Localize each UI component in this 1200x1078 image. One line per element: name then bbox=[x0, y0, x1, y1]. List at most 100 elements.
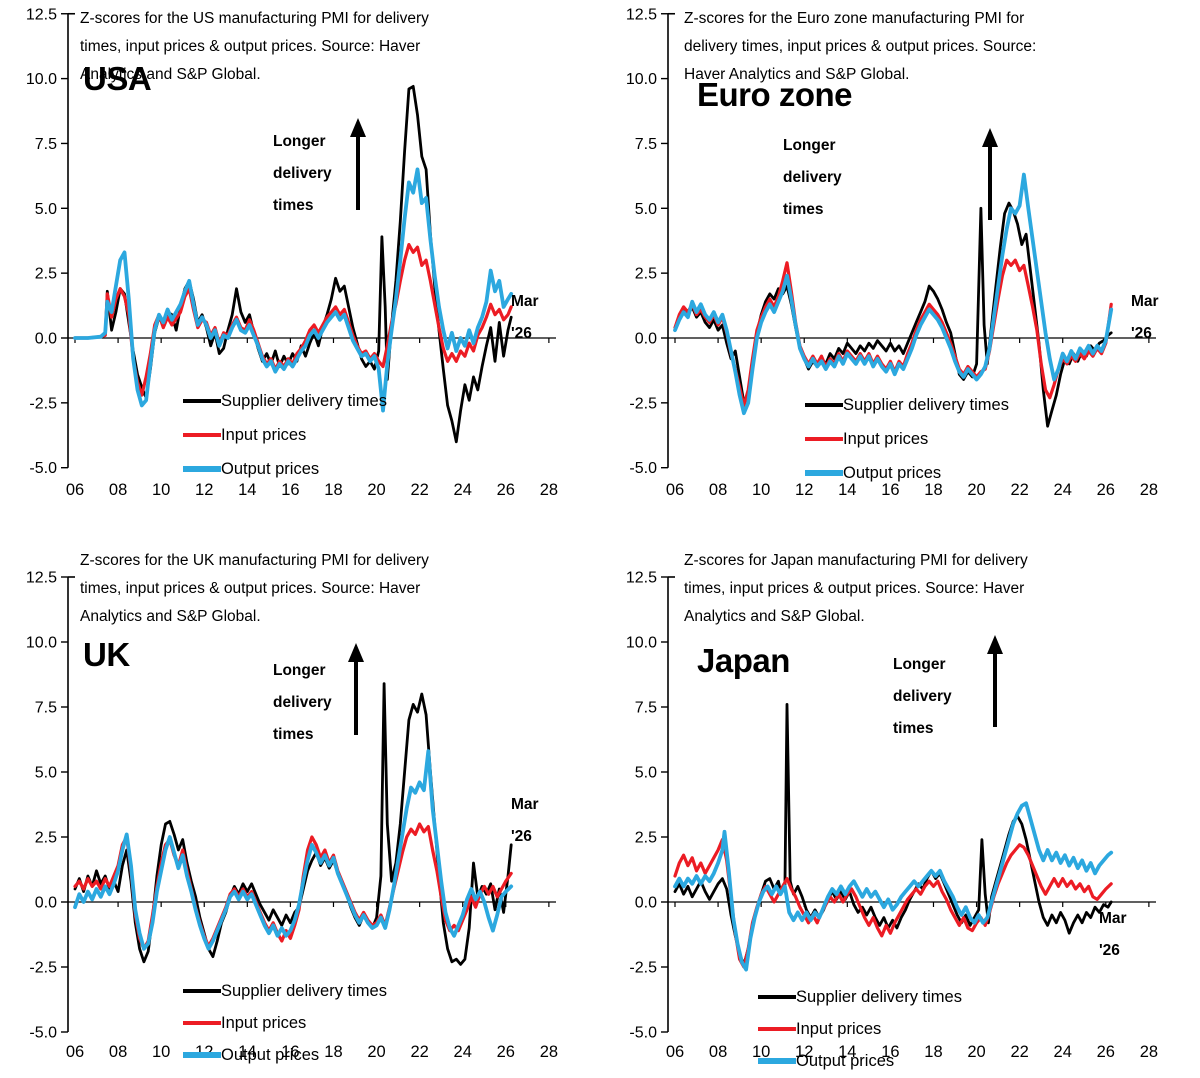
svg-text:14: 14 bbox=[838, 481, 856, 499]
svg-text:12.5: 12.5 bbox=[26, 570, 57, 587]
input-prices-swatch bbox=[758, 1026, 796, 1032]
svg-text:7.5: 7.5 bbox=[635, 136, 657, 153]
svg-text:20: 20 bbox=[967, 1043, 985, 1061]
svg-text:22: 22 bbox=[410, 481, 428, 499]
svg-text:10.0: 10.0 bbox=[626, 71, 657, 88]
svg-text:26: 26 bbox=[497, 1043, 515, 1061]
svg-text:2.5: 2.5 bbox=[635, 266, 657, 283]
svg-text:5.0: 5.0 bbox=[635, 765, 657, 782]
legend-label: Input prices bbox=[796, 1019, 882, 1038]
region-label: Euro zone bbox=[697, 76, 853, 113]
svg-text:20: 20 bbox=[367, 1043, 385, 1061]
svg-text:22: 22 bbox=[1010, 481, 1028, 499]
legend-label: Output prices bbox=[221, 459, 320, 478]
svg-text:16: 16 bbox=[881, 481, 899, 499]
chart-panel-euro-zone: 12.5 10.0 7.5 5.0 2.5 0.0 -2.5 -5.0 06 08 10 12 14 16… bbox=[600, 0, 1200, 539]
svg-text:16: 16 bbox=[881, 1043, 899, 1061]
legend-label: Supplier delivery times bbox=[796, 987, 962, 1006]
svg-text:10: 10 bbox=[152, 1043, 170, 1061]
supplier-delivery-times-swatch bbox=[758, 995, 796, 999]
legend-item-supplier-delivery-times: Supplier delivery times bbox=[758, 981, 962, 1013]
svg-text:-5.0: -5.0 bbox=[29, 1025, 57, 1042]
svg-text:0.0: 0.0 bbox=[35, 895, 57, 912]
legend-item-input-prices: Input prices bbox=[183, 418, 387, 452]
legend: Supplier delivery times Input prices Out… bbox=[183, 384, 387, 486]
usa-plot-area: 12.5 10.0 7.5 5.0 2.5 0.0 -2.5 -5.0 06 08 10 12 14 16… bbox=[26, 6, 558, 499]
svg-text:14: 14 bbox=[238, 1043, 256, 1061]
chart-description: Z-scores for the Euro zone manufacturing… bbox=[684, 10, 1037, 83]
svg-text:0.0: 0.0 bbox=[635, 895, 657, 912]
svg-text:22: 22 bbox=[1010, 1043, 1028, 1061]
svg-text:12.5: 12.5 bbox=[26, 6, 57, 23]
svg-text:12: 12 bbox=[195, 481, 213, 499]
region-label: Japan bbox=[697, 642, 790, 679]
latest-point-label: Mar '26 bbox=[1131, 293, 1159, 342]
euro-zone-plot-area: 12.5 10.0 7.5 5.0 2.5 0.0 -2.5 -5.0 06 08 10 12 14 16… bbox=[626, 6, 1158, 499]
chart-description: Z-scores for Japan manufacturing PMI for… bbox=[684, 552, 1028, 625]
svg-text:5.0: 5.0 bbox=[35, 765, 57, 782]
svg-text:5.0: 5.0 bbox=[35, 201, 57, 218]
svg-text:22: 22 bbox=[410, 1043, 428, 1061]
svg-text:10: 10 bbox=[152, 481, 170, 499]
legend-item-supplier-delivery-times: Supplier delivery times bbox=[805, 388, 1009, 422]
svg-text:08: 08 bbox=[109, 1043, 127, 1061]
svg-text:18: 18 bbox=[324, 481, 342, 499]
svg-text:10.0: 10.0 bbox=[26, 71, 57, 88]
svg-text:26: 26 bbox=[1097, 1043, 1115, 1061]
svg-text:24: 24 bbox=[454, 1043, 472, 1061]
legend: Supplier delivery times Input prices Out… bbox=[805, 388, 1009, 490]
svg-text:20: 20 bbox=[967, 481, 985, 499]
input-prices-swatch bbox=[805, 436, 843, 442]
svg-text:12.5: 12.5 bbox=[626, 570, 657, 587]
legend-item-supplier-delivery-times: Supplier delivery times bbox=[183, 384, 387, 418]
svg-text:-2.5: -2.5 bbox=[29, 395, 57, 412]
svg-text:2.5: 2.5 bbox=[635, 830, 657, 847]
chart-description: Z-scores for the US manufacturing PMI fo… bbox=[80, 10, 429, 83]
latest-point-label: Mar '26 bbox=[511, 796, 539, 845]
up-arrow-icon bbox=[987, 635, 1003, 727]
legend-label: Output prices bbox=[843, 463, 942, 482]
output-prices-swatch bbox=[758, 1058, 796, 1064]
legend-label: Supplier delivery times bbox=[843, 395, 1009, 414]
latest-point-label: Mar '26 bbox=[511, 293, 539, 342]
svg-text:0.0: 0.0 bbox=[635, 331, 657, 348]
svg-text:0.0: 0.0 bbox=[35, 331, 57, 348]
uk-plot-area: 12.510.07.55.02.50.0-2.5-5.0060810121416… bbox=[26, 570, 558, 1062]
svg-text:24: 24 bbox=[1054, 1043, 1072, 1061]
svg-text:7.5: 7.5 bbox=[35, 700, 57, 717]
legend-label: Supplier delivery times bbox=[221, 391, 387, 410]
svg-text:20: 20 bbox=[367, 481, 385, 499]
chart-description: Z-scores for the UK manufacturing PMI fo… bbox=[80, 552, 429, 625]
svg-text:10.0: 10.0 bbox=[26, 635, 57, 652]
svg-text:24: 24 bbox=[454, 481, 472, 499]
legend-item-output-prices: Output prices bbox=[183, 452, 387, 486]
svg-text:2.5: 2.5 bbox=[35, 830, 57, 847]
svg-text:-5.0: -5.0 bbox=[29, 460, 57, 477]
longer-delivery-times-annotation: Longer delivery times bbox=[783, 137, 842, 218]
longer-delivery-times-annotation: Longer delivery times bbox=[893, 656, 952, 737]
svg-text:14: 14 bbox=[238, 481, 256, 499]
up-arrow-icon bbox=[348, 643, 364, 735]
legend-item-output-prices: Output prices bbox=[183, 1039, 387, 1071]
input-prices-swatch bbox=[183, 432, 221, 438]
svg-text:26: 26 bbox=[497, 481, 515, 499]
svg-text:12.5: 12.5 bbox=[626, 6, 657, 23]
svg-text:2.5: 2.5 bbox=[35, 266, 57, 283]
legend-item-output-prices: Output prices bbox=[758, 1045, 962, 1077]
supplier-delivery-times-swatch bbox=[805, 403, 843, 407]
svg-text:28: 28 bbox=[540, 1043, 558, 1061]
input-prices-swatch bbox=[183, 1020, 221, 1026]
legend-label: Supplier delivery times bbox=[221, 981, 387, 1000]
svg-text:5.0: 5.0 bbox=[635, 201, 657, 218]
chart-panel-uk: 12.510.07.55.02.50.0-2.5-5.0060810121416… bbox=[0, 539, 600, 1078]
svg-text:-5.0: -5.0 bbox=[629, 1025, 657, 1042]
svg-text:24: 24 bbox=[1054, 481, 1072, 499]
svg-text:10: 10 bbox=[752, 1043, 770, 1061]
legend-label: Input prices bbox=[221, 425, 307, 444]
legend-item-input-prices: Input prices bbox=[758, 1013, 962, 1045]
japan-plot-area: 12.5 10.0 7.5 5.0 2.5 0.0 -2.5 -5.0 06 08 10 12 14 16… bbox=[626, 570, 1158, 1062]
legend: Supplier delivery times Input prices Out… bbox=[758, 981, 962, 1077]
legend-item-input-prices: Input prices bbox=[805, 422, 1009, 456]
supplier-delivery-times-swatch bbox=[183, 989, 221, 993]
svg-text:08: 08 bbox=[709, 1043, 727, 1061]
